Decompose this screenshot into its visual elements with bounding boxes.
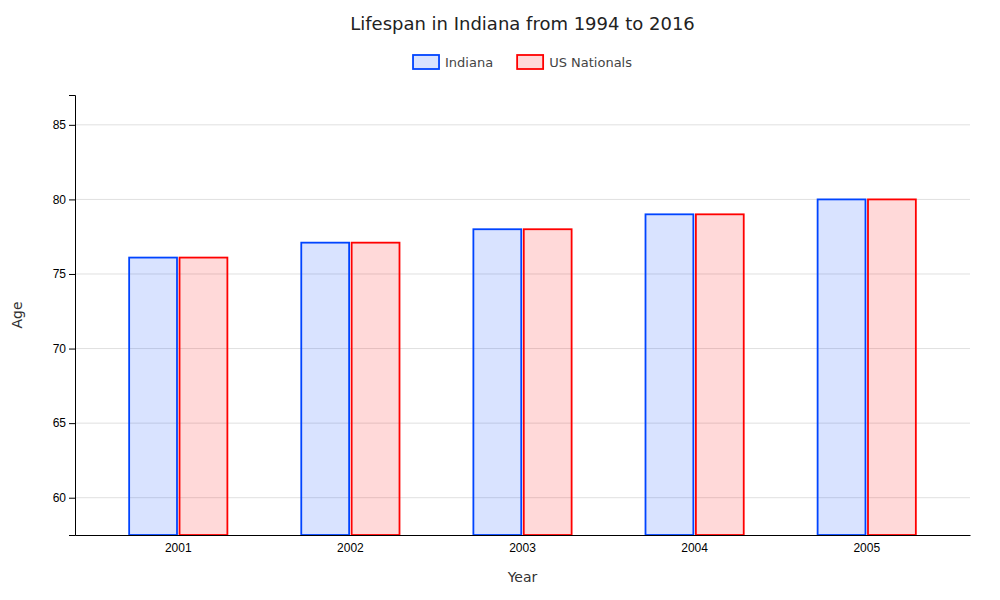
legend-label: Indiana: [445, 55, 493, 70]
y-tick-mark: [69, 498, 75, 499]
y-tick-mark: [69, 125, 75, 126]
bar-series: [180, 199, 916, 535]
legend-item: Indiana: [413, 55, 493, 70]
y-tick: 60: [53, 491, 75, 505]
y-axis-title: Age: [9, 301, 25, 328]
x-tick: 2005: [853, 541, 880, 555]
y-tick-mark: [69, 274, 75, 275]
bar: [818, 199, 866, 535]
y-tick-label: 65: [53, 416, 67, 430]
bar-series: [129, 199, 865, 535]
x-tick-label: 2001: [165, 541, 192, 555]
bars: [129, 199, 916, 535]
y-tick-mark: [69, 349, 75, 350]
legend-swatch: [517, 55, 543, 69]
y-tick-mark: [69, 423, 75, 424]
plot: 60 65 70 75 80 85 2001 2002 2003 2004 2005: [53, 96, 971, 555]
y-tick: 70: [53, 342, 75, 356]
x-axis-line: [76, 535, 971, 536]
legend-label: US Nationals: [549, 55, 632, 70]
x-tick: 2001: [165, 541, 192, 555]
x-tick-label: 2005: [853, 541, 880, 555]
x-tick: 2002: [337, 541, 364, 555]
bar: [352, 243, 400, 535]
bar: [473, 229, 521, 535]
y-tick: 85: [53, 118, 75, 132]
x-tick-label: 2003: [509, 541, 536, 555]
y-axis-line: [69, 96, 76, 536]
x-axis-title: Year: [507, 569, 538, 585]
y-tick-label: 85: [53, 118, 67, 132]
y-tick-label: 70: [53, 342, 67, 356]
bar: [129, 258, 177, 535]
bar: [696, 214, 744, 535]
legend: Indiana US Nationals: [413, 55, 632, 70]
y-axis: 60 65 70 75 80 85: [53, 96, 76, 536]
legend-item: US Nationals: [517, 55, 632, 70]
legend-swatch: [413, 55, 439, 69]
title: Lifespan in Indiana from 1994 to 2016: [350, 13, 695, 34]
y-tick-mark: [69, 199, 75, 200]
grid-line: [75, 124, 970, 125]
y-tick-label: 60: [53, 491, 67, 505]
y-tick-label: 80: [53, 193, 67, 207]
bar: [301, 243, 349, 535]
bar: [524, 229, 572, 535]
x-tick: 2004: [681, 541, 708, 555]
y-tick-label: 75: [53, 267, 67, 281]
x-tick: 2003: [509, 541, 536, 555]
x-tick-label: 2002: [337, 541, 364, 555]
bar: [868, 199, 916, 535]
bar: [180, 258, 228, 535]
chart: 60 65 70 75 80 85 2001 2002 2003 2004 2005 Year Age L…: [0, 0, 1000, 600]
y-tick: 75: [53, 267, 75, 281]
bar: [645, 214, 693, 535]
x-tick-label: 2004: [681, 541, 708, 555]
y-tick: 65: [53, 416, 75, 430]
y-tick: 80: [53, 193, 75, 207]
x-axis: 2001 2002 2003 2004 2005: [76, 536, 971, 555]
